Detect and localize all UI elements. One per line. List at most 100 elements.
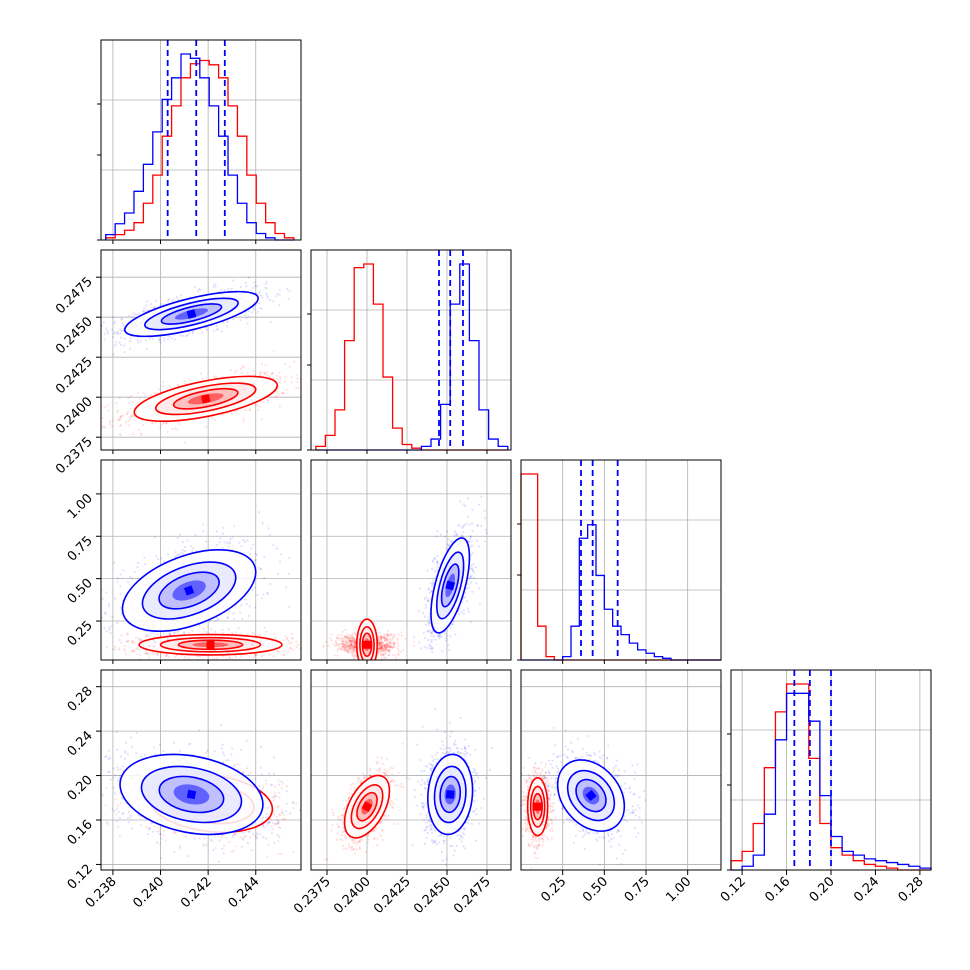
scatter-point <box>292 807 295 810</box>
scatter-point <box>206 631 210 635</box>
scatter-point <box>269 583 272 586</box>
scatter-point <box>221 546 224 549</box>
scatter-point <box>110 625 113 628</box>
scatter-point <box>264 793 267 797</box>
scatter-point <box>241 365 244 369</box>
scatter-point <box>130 649 133 652</box>
scatter-point <box>183 380 186 383</box>
scatter-point <box>115 402 118 405</box>
scatter-point <box>182 334 185 337</box>
scatter-point <box>260 773 263 776</box>
histogram-panel-1-1 <box>307 249 512 451</box>
scatter-point <box>105 630 108 633</box>
scatter-point <box>173 427 176 430</box>
scatter-point <box>263 371 266 374</box>
scatter-point <box>233 617 236 620</box>
scatter-point <box>212 285 215 288</box>
scatter-point <box>167 553 170 556</box>
scatter-point <box>240 372 243 375</box>
scatter-point <box>172 633 176 636</box>
scatter-point <box>271 796 274 799</box>
scatter-point <box>280 787 283 790</box>
contour-line <box>154 382 257 416</box>
scatter-point <box>218 541 221 544</box>
scatter-point <box>111 648 114 651</box>
scatter-point <box>170 428 174 431</box>
scatter-point <box>257 511 261 514</box>
scatter-point <box>296 381 299 384</box>
scatter-point <box>146 652 149 655</box>
scatter-point <box>140 433 143 436</box>
histogram-panel-3-3 <box>727 669 932 871</box>
scatter-point <box>159 842 162 845</box>
scatter-point <box>107 409 110 412</box>
scatter-point <box>129 418 132 421</box>
scatter-point <box>197 288 200 291</box>
scatter-point <box>118 433 122 436</box>
scatter-point <box>167 655 170 658</box>
scatter-point <box>285 785 288 788</box>
scatter-point <box>132 312 135 315</box>
scatter-point <box>140 638 143 641</box>
scatter-point <box>116 330 120 333</box>
scatter-point <box>177 629 180 633</box>
scatter-point <box>227 628 230 631</box>
scatter-point <box>274 636 277 639</box>
scatter-point <box>151 422 155 425</box>
scatter-point <box>119 332 122 335</box>
scatter-point <box>265 779 268 782</box>
histogram-series-red <box>730 683 931 871</box>
scatter-point <box>166 430 169 434</box>
scatter-point <box>162 829 165 833</box>
scatter-point <box>230 287 233 290</box>
scatter-point <box>119 767 122 771</box>
scatter-point <box>145 304 148 307</box>
scatter-point <box>149 303 152 306</box>
scatter-point <box>153 652 156 656</box>
scatter-point <box>174 631 177 634</box>
scatter-point <box>146 832 149 836</box>
scatter-point <box>217 835 220 838</box>
scatter-point <box>264 372 267 375</box>
scatter-point <box>120 317 123 320</box>
scatter-point <box>278 814 281 817</box>
scatter-point <box>127 580 130 584</box>
scatter-point <box>143 753 146 757</box>
scatter-point <box>179 650 182 653</box>
scatter-point <box>129 817 132 820</box>
scatter-point <box>287 298 290 301</box>
scatter-point <box>285 388 288 392</box>
scatter-point <box>226 321 229 324</box>
scatter-point <box>286 287 289 291</box>
contour-line <box>160 303 223 325</box>
scatter-point <box>239 318 242 322</box>
scatter-point <box>104 327 108 330</box>
scatter-point <box>275 822 278 826</box>
scatter-point <box>215 657 218 660</box>
scatter-point <box>126 816 130 820</box>
scatter-point <box>136 646 139 649</box>
scatter-point <box>239 367 242 370</box>
scatter-point <box>240 655 243 658</box>
scatter-point <box>212 657 215 660</box>
scatter-point <box>266 374 269 377</box>
scatter-point <box>244 281 247 284</box>
scatter-point <box>172 298 175 302</box>
scatter-point <box>150 422 153 425</box>
scatter-point <box>279 553 283 556</box>
scatter-point <box>232 317 235 321</box>
scatter-point <box>180 654 183 657</box>
scatter-point <box>293 360 296 363</box>
scatter-point <box>157 558 160 561</box>
scatter-point <box>168 385 171 388</box>
scatter-point <box>107 603 111 606</box>
scatter-point <box>233 371 237 374</box>
scatter-point <box>176 536 179 540</box>
scatter-point <box>238 541 241 544</box>
scatter-point <box>167 299 170 302</box>
scatter-point <box>116 418 119 421</box>
scatter-point <box>241 845 244 849</box>
scatter-point <box>252 543 255 546</box>
scatter-point <box>126 640 129 643</box>
scatter-point <box>105 591 108 594</box>
